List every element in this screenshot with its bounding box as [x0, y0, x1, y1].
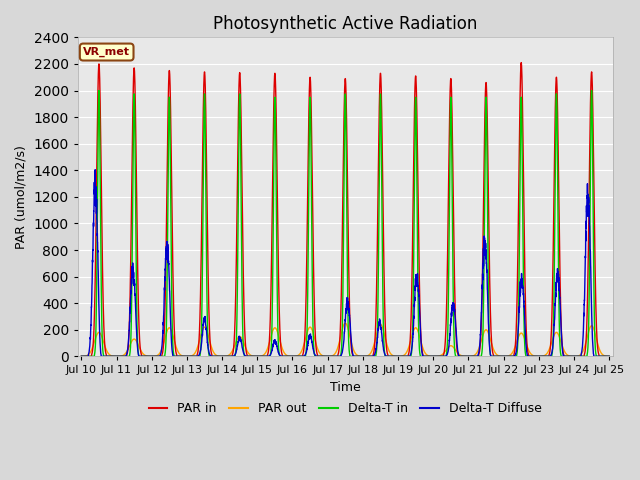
Delta-T in: [463, 353, 471, 359]
PAR out: [326, 353, 333, 359]
PAR out: [605, 353, 612, 359]
PAR out: [341, 320, 349, 326]
PAR out: [605, 353, 613, 359]
PAR in: [77, 353, 85, 359]
Y-axis label: PAR (umol/m2/s): PAR (umol/m2/s): [15, 145, 28, 249]
Delta-T Diffuse: [463, 353, 471, 359]
Title: Photosynthetic Active Radiation: Photosynthetic Active Radiation: [213, 15, 477, 33]
PAR in: [517, 60, 525, 65]
Delta-T Diffuse: [605, 353, 612, 359]
PAR in: [463, 353, 471, 359]
PAR out: [463, 353, 471, 359]
PAR in: [435, 353, 442, 359]
Delta-T in: [493, 353, 501, 359]
PAR in: [326, 353, 333, 359]
Line: Delta-T Diffuse: Delta-T Diffuse: [81, 170, 609, 356]
Line: PAR out: PAR out: [81, 323, 609, 356]
PAR out: [172, 344, 180, 350]
Delta-T Diffuse: [326, 353, 333, 359]
Delta-T in: [95, 88, 103, 94]
PAR in: [493, 353, 501, 359]
Delta-T in: [435, 353, 442, 359]
Delta-T in: [77, 353, 85, 359]
PAR out: [435, 353, 442, 359]
PAR out: [493, 352, 501, 358]
Delta-T Diffuse: [605, 353, 613, 359]
Delta-T Diffuse: [493, 353, 501, 359]
Delta-T Diffuse: [92, 167, 99, 173]
Line: PAR in: PAR in: [81, 62, 609, 356]
PAR in: [172, 350, 180, 356]
PAR in: [605, 353, 613, 359]
X-axis label: Time: Time: [330, 381, 361, 394]
Delta-T Diffuse: [172, 353, 180, 359]
Delta-T in: [605, 353, 612, 359]
Legend: PAR in, PAR out, Delta-T in, Delta-T Diffuse: PAR in, PAR out, Delta-T in, Delta-T Dif…: [144, 397, 547, 420]
Text: VR_met: VR_met: [83, 47, 130, 57]
Line: Delta-T in: Delta-T in: [81, 91, 609, 356]
PAR out: [77, 353, 85, 359]
PAR in: [605, 353, 612, 359]
Delta-T in: [172, 353, 180, 359]
Delta-T Diffuse: [435, 353, 442, 359]
Delta-T Diffuse: [77, 353, 85, 359]
Delta-T in: [605, 353, 613, 359]
Delta-T in: [326, 353, 333, 359]
